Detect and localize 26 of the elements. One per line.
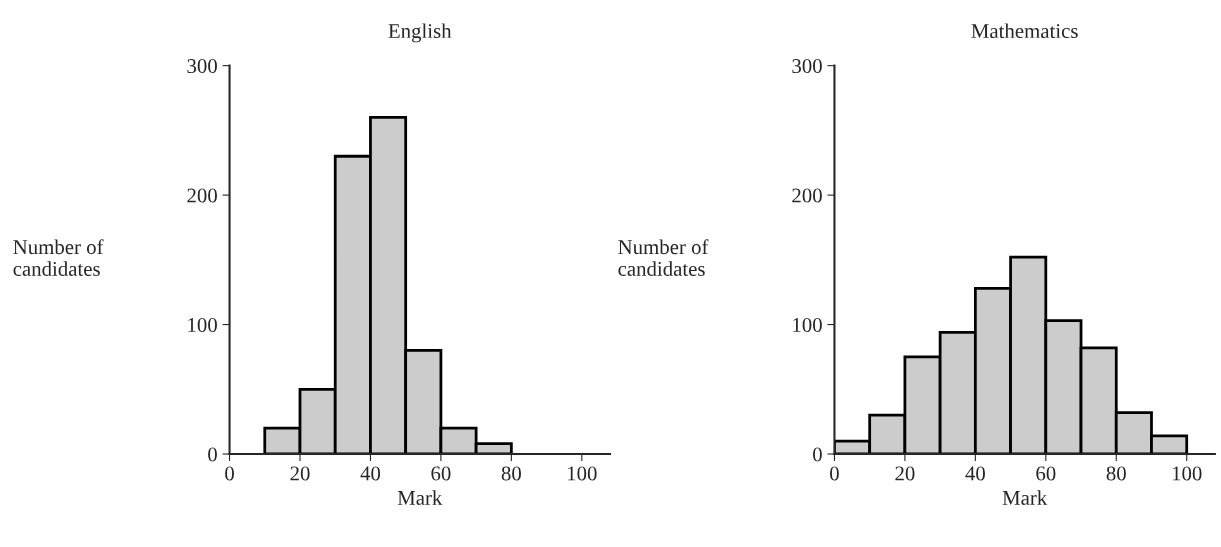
x-tick-label: 20 [895,466,915,481]
chart-title: Mathematics [971,23,1078,39]
x-axis-title: Mark [1002,490,1048,505]
x-tick-label: 0 [225,466,234,481]
y-tick-label: 100 [188,317,217,332]
x-tick-label: 0 [830,466,839,481]
x-tick-label: 80 [501,466,521,481]
x-tick-label: 40 [965,466,985,481]
x-tick-label: 20 [290,466,310,481]
y-tick-label: 300 [187,59,217,74]
y-axis-title: Number of candidates [618,239,709,276]
y-tick-label: 200 [187,188,217,203]
x-tick-label: 100 [1172,466,1202,481]
x-tick-label: 40 [360,466,381,481]
x-tick-label: 60 [431,466,451,481]
y-tick-label: 0 [208,447,217,462]
chart-title: English [388,23,452,43]
y-tick-label: 200 [792,188,822,203]
x-tick-label: 60 [1036,466,1056,481]
y-tick-label: 300 [792,59,822,74]
y-tick-label: 100 [793,317,822,332]
x-tick-label: 80 [1106,466,1126,481]
x-axis-title: Mark [397,490,443,505]
y-axis-title: Number of candidates [13,239,104,276]
x-tick-label: 100 [568,466,597,481]
y-tick-label: 0 [813,447,822,462]
